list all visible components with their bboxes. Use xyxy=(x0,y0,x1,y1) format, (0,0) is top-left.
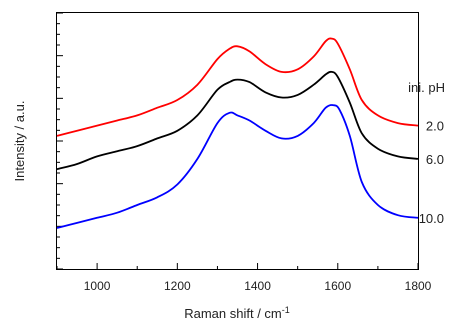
legend-label-2-0: 2.0 xyxy=(426,119,444,134)
y-axis-label: Intensity / a.u. xyxy=(12,101,27,182)
legend-label-10-0: 10.0 xyxy=(419,211,444,226)
series-line-2-0 xyxy=(57,38,418,135)
x-tick-label: 1600 xyxy=(324,279,351,293)
x-tick-label: 1400 xyxy=(244,279,271,293)
x-axis-label: Raman shift / cm-1 xyxy=(184,305,290,321)
series-layer xyxy=(57,38,418,228)
legend-title: ini. pH xyxy=(408,80,445,95)
x-tick-label: 1800 xyxy=(405,279,432,293)
plot-area-frame xyxy=(57,13,419,270)
x-axis-ticks: 1000 1200 1400 1600 1800 xyxy=(57,263,432,293)
x-axis-label-text: Raman shift / cm xyxy=(184,306,282,321)
series-line-6-0 xyxy=(57,72,418,169)
series-line-10-0 xyxy=(57,105,418,228)
legend: ini. pH 2.0 6.0 10.0 xyxy=(408,80,445,226)
x-tick-label: 1000 xyxy=(84,279,111,293)
x-tick-label: 1200 xyxy=(164,279,191,293)
legend-label-6-0: 6.0 xyxy=(426,152,444,167)
x-axis-label-superscript: -1 xyxy=(282,305,290,315)
y-axis-ticks xyxy=(57,13,63,269)
